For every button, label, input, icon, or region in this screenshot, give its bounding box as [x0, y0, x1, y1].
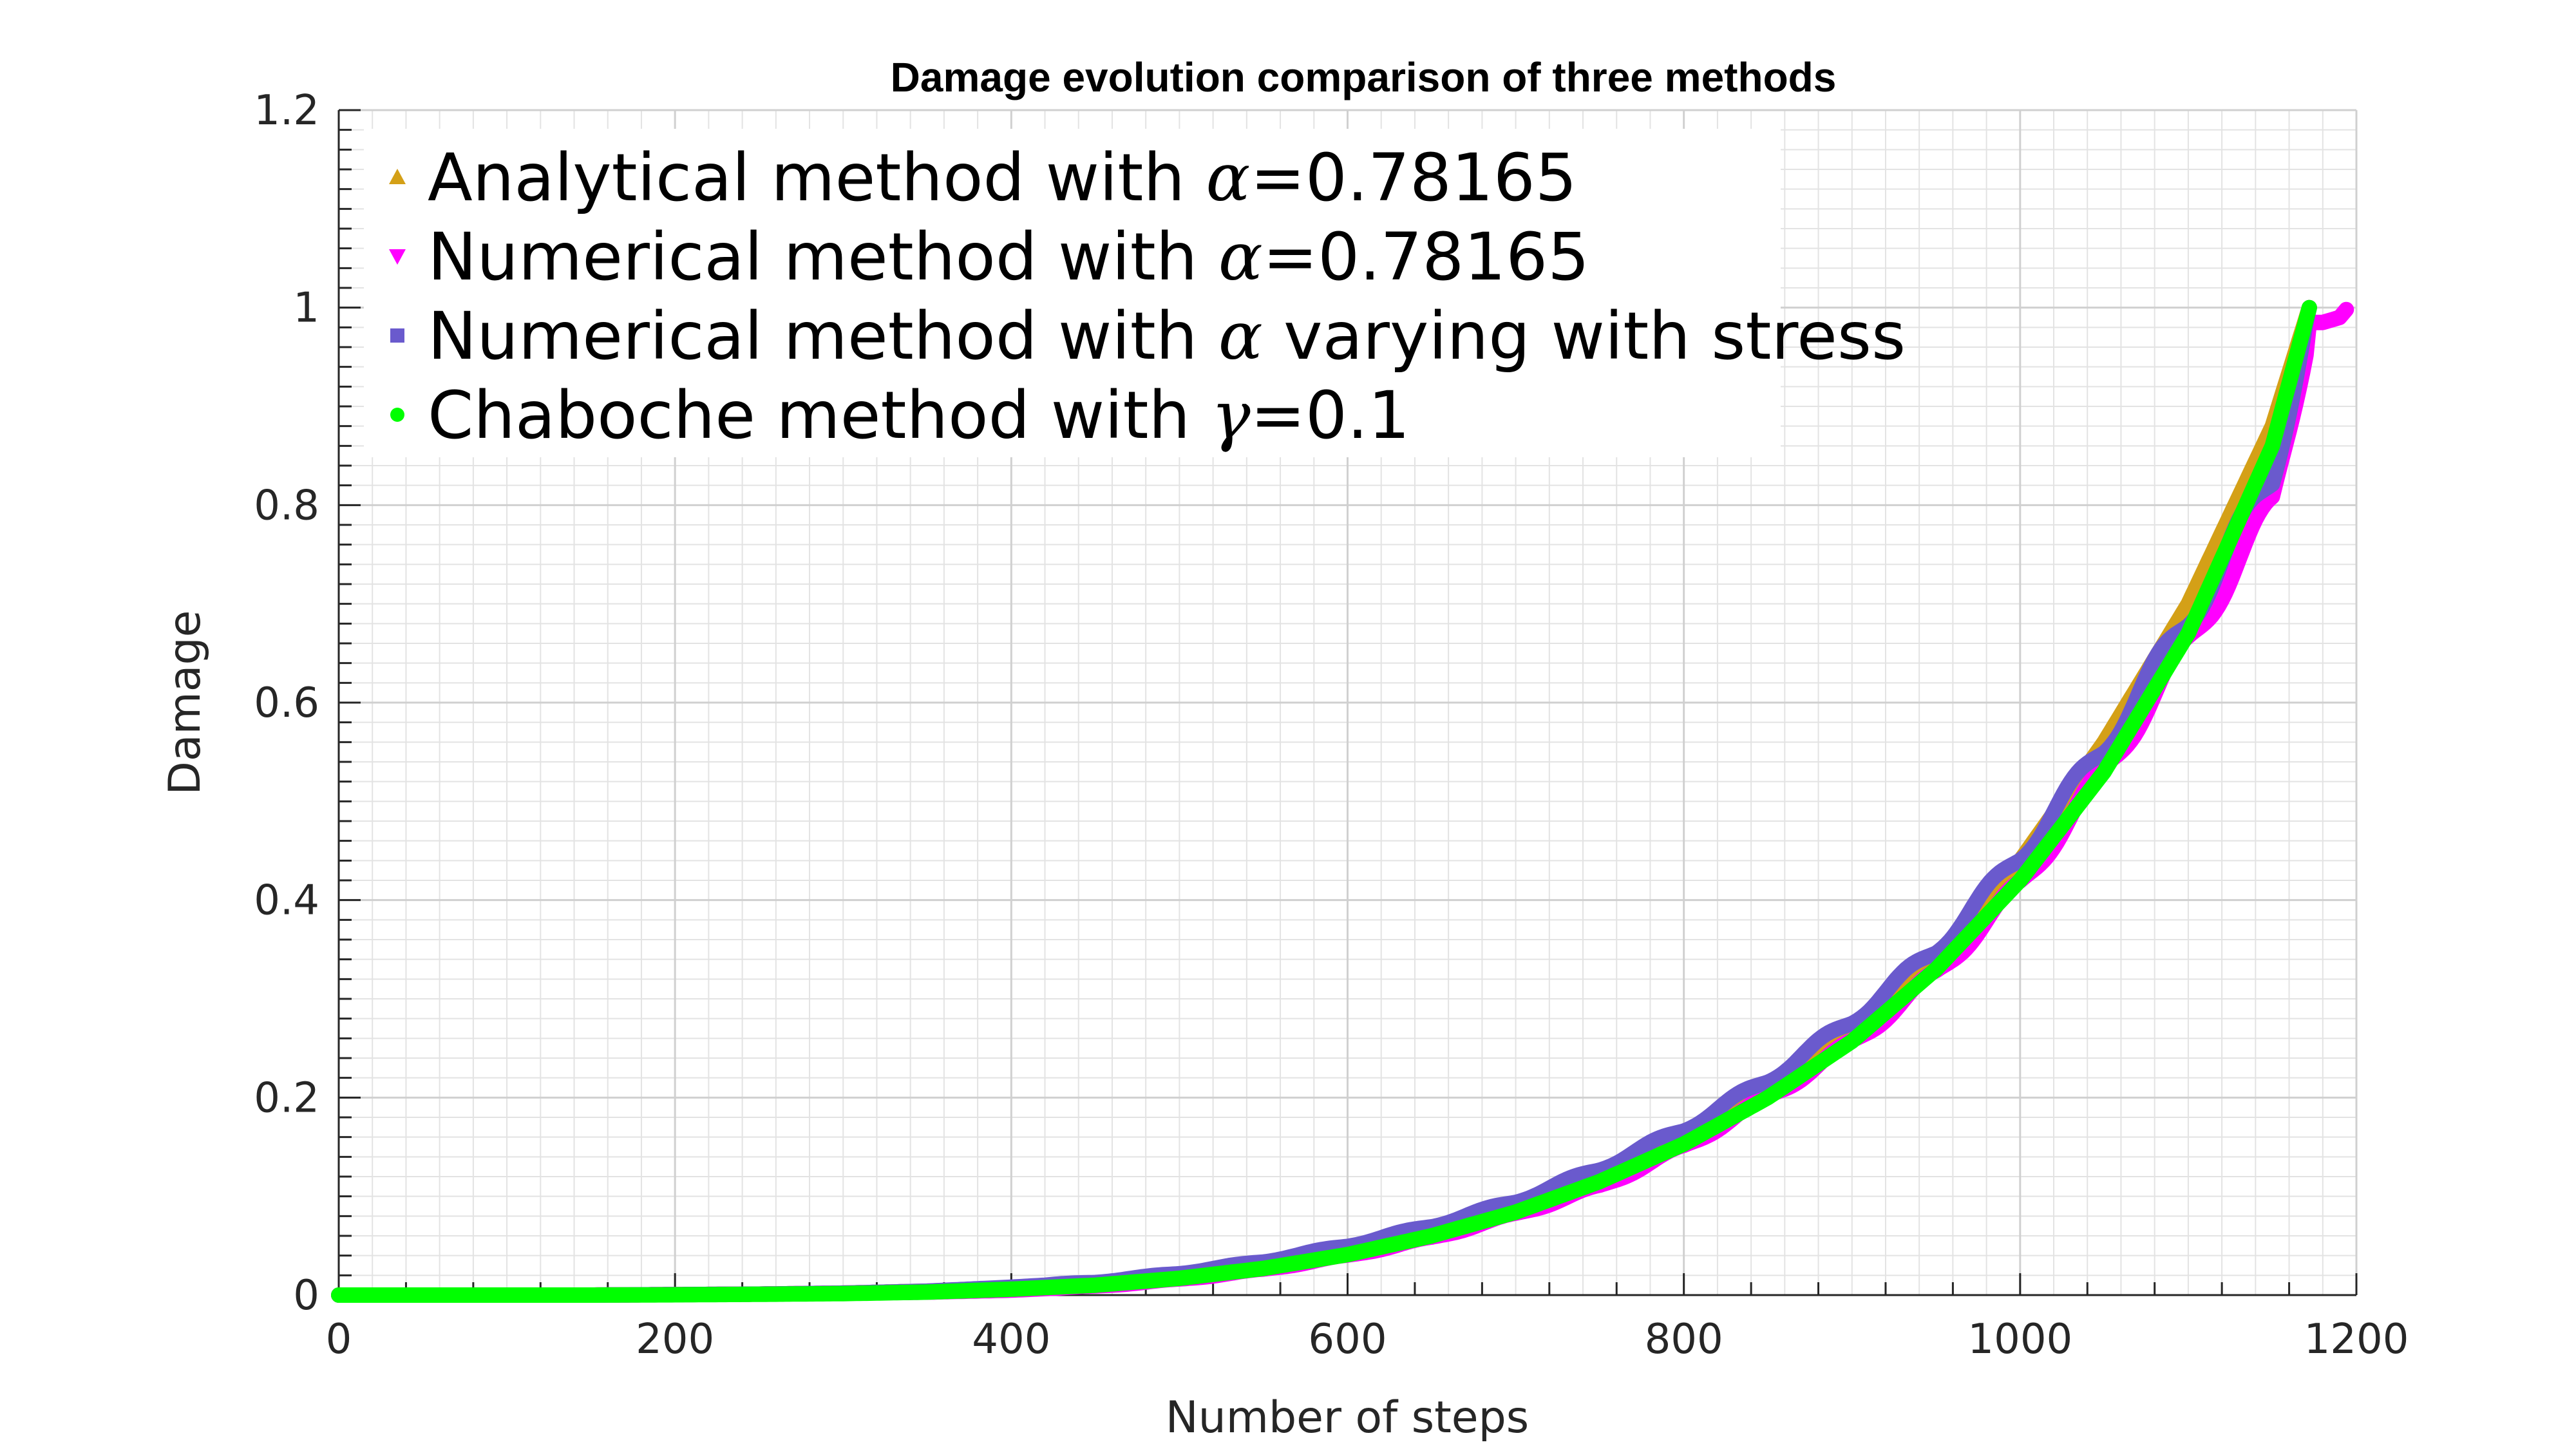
legend-greek-symbol: α	[1206, 140, 1250, 216]
y-tick-label: 0	[293, 1272, 319, 1320]
y-tick-label: 0.6	[254, 679, 319, 727]
y-tick-label: 0.2	[254, 1074, 319, 1122]
legend-greek-symbol: α	[1218, 219, 1263, 296]
legend-marker-triangle-up	[389, 169, 406, 184]
legend-marker-triangle-down	[389, 249, 406, 265]
x-tick-label: 200	[636, 1316, 714, 1363]
legend-greek-symbol: α	[1218, 298, 1263, 375]
y-tick-label: 1	[293, 285, 319, 332]
legend-label-2: Numerical method with α=0.78165	[428, 219, 1589, 296]
legend-marker-square	[390, 328, 404, 343]
x-tick-label: 800	[1645, 1316, 1723, 1363]
x-axis-label: Number of steps	[1166, 1392, 1529, 1443]
legend-greek-symbol: γ	[1211, 377, 1251, 454]
y-tick-label: 1.2	[254, 87, 319, 135]
legend-label-text: Numerical method with	[428, 298, 1218, 375]
x-tick-label: 1000	[1967, 1316, 2072, 1363]
series-line-4	[331, 299, 2317, 1303]
legend-label-text: Analytical method with	[428, 140, 1206, 216]
y-tick-label: 0.8	[254, 482, 319, 529]
legend-label-text: varying with stress	[1263, 298, 1906, 375]
tick-labels: 0 200 400 600 800 1000 1200 0 0.2 0.4 0.6 0.8 1 1.2	[254, 87, 2409, 1363]
series-lines	[331, 299, 2354, 1303]
x-tick-label: 1200	[2304, 1316, 2409, 1363]
legend-label-text: Chaboche method with	[428, 377, 1211, 454]
legend-marker-circle	[390, 408, 404, 422]
legend-box	[364, 129, 1781, 457]
legend-label-text: =0.78165	[1250, 140, 1577, 216]
x-tick-label: 600	[1308, 1316, 1387, 1363]
y-tick-label: 0.4	[254, 877, 319, 925]
y-axis-label: Damage	[160, 611, 211, 795]
legend-label-3: Numerical method with α varying with str…	[428, 298, 1906, 375]
legend: Analytical method with α=0.78165Numerica…	[364, 129, 1906, 457]
legend-label-4: Chaboche method with γ=0.1	[428, 377, 1410, 454]
chart-title: Damage evolution comparison of three met…	[891, 54, 1837, 100]
legend-label-text: =0.1	[1251, 377, 1410, 454]
x-tick-label: 0	[326, 1316, 352, 1363]
legend-label-text: Numerical method with	[428, 219, 1218, 296]
x-tick-label: 400	[972, 1316, 1050, 1363]
legend-label-1: Analytical method with α=0.78165	[428, 140, 1577, 216]
legend-label-text: =0.78165	[1263, 219, 1589, 296]
